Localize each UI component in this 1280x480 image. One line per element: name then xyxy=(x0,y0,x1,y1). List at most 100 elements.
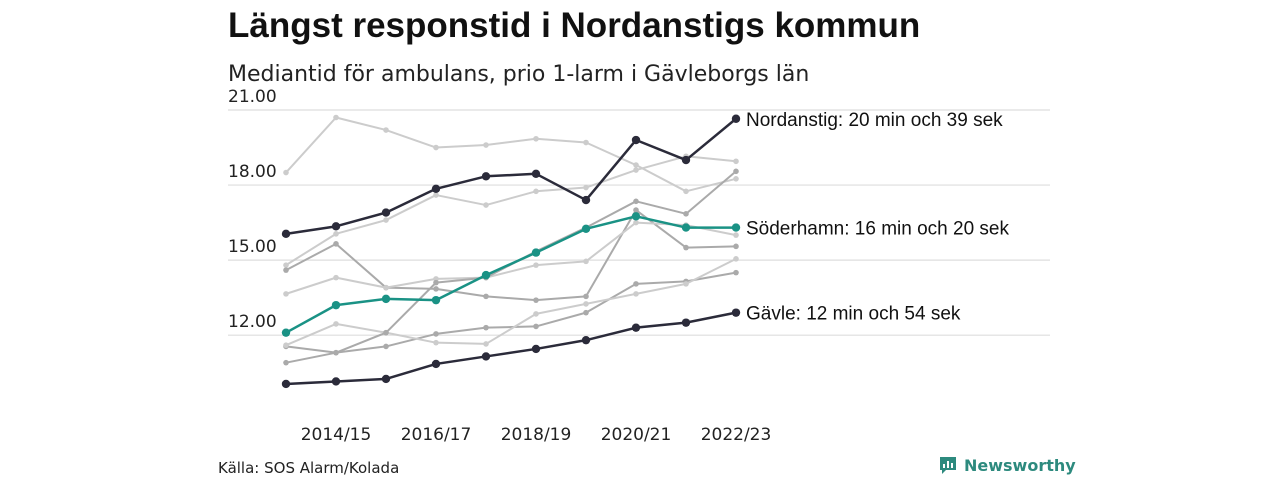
data-point xyxy=(433,286,439,292)
data-point xyxy=(483,142,489,148)
data-point xyxy=(683,188,689,195)
data-point xyxy=(483,341,489,347)
data-point xyxy=(483,202,489,208)
data-point xyxy=(433,144,439,151)
data-point xyxy=(531,344,541,354)
y-tick-label: 21.00 xyxy=(228,87,277,107)
data-point xyxy=(631,323,641,332)
data-point xyxy=(733,176,739,182)
series-line xyxy=(285,221,737,295)
data-point xyxy=(631,135,641,145)
data-point xyxy=(331,377,341,386)
x-tick-label: 2016/17 xyxy=(401,425,472,445)
background-series xyxy=(283,256,739,348)
data-point xyxy=(731,223,741,232)
data-point xyxy=(533,262,539,268)
data-point xyxy=(431,359,441,369)
data-point xyxy=(631,212,641,221)
data-point xyxy=(633,162,639,168)
data-point xyxy=(583,258,589,265)
gridlines xyxy=(228,109,1050,336)
data-point xyxy=(633,281,639,287)
data-point xyxy=(283,342,289,348)
data-point xyxy=(733,232,739,238)
data-point xyxy=(633,291,639,297)
data-point xyxy=(481,270,491,280)
background-series xyxy=(283,269,739,356)
y-tick-label: 15.00 xyxy=(228,237,277,257)
brand-logo: Newsworthy xyxy=(938,455,1076,475)
data-point xyxy=(433,339,439,346)
data-point xyxy=(533,135,539,142)
series-line xyxy=(285,117,737,236)
data-point xyxy=(533,297,539,303)
x-tick-label: 2018/19 xyxy=(501,425,572,445)
background-series xyxy=(283,153,739,268)
data-point xyxy=(433,279,439,286)
y-tick-label: 12.00 xyxy=(228,312,277,332)
data-point xyxy=(583,184,589,191)
x-tick-label: 2020/21 xyxy=(601,425,672,445)
newsworthy-logo-icon xyxy=(940,457,956,474)
data-point xyxy=(633,167,639,173)
y-tick-label: 18.00 xyxy=(228,162,277,182)
brand-name: Newsworthy xyxy=(964,455,1076,475)
data-point xyxy=(633,207,639,213)
data-point xyxy=(331,222,341,231)
data-point xyxy=(683,244,689,251)
data-point xyxy=(333,321,339,327)
data-point xyxy=(483,324,489,331)
data-point xyxy=(431,295,441,305)
data-point xyxy=(433,331,439,337)
series-end-labels: Nordanstig: 20 min och 39 sek Söderhamn: … xyxy=(746,110,1009,325)
data-point xyxy=(283,291,289,297)
data-point xyxy=(681,155,691,165)
highlight-series xyxy=(281,114,741,239)
x-tick-label: 2022/23 xyxy=(701,425,772,445)
data-point xyxy=(383,284,389,291)
data-point xyxy=(283,359,289,366)
data-point xyxy=(333,241,339,247)
data-point xyxy=(381,374,391,384)
data-point xyxy=(733,168,739,175)
data-point xyxy=(733,158,739,165)
series-line xyxy=(285,209,737,302)
highlight-series xyxy=(281,212,741,337)
data-point xyxy=(583,309,589,316)
data-point xyxy=(283,169,289,176)
chart-subtitle: Mediantid för ambulans, prio 1-larm i Gä… xyxy=(228,62,810,87)
data-point xyxy=(533,188,539,195)
data-point xyxy=(581,335,591,345)
series-line xyxy=(285,271,737,354)
highlight-series xyxy=(281,308,741,389)
data-point xyxy=(681,223,691,232)
series-line xyxy=(285,311,737,386)
data-point xyxy=(633,219,639,226)
data-point xyxy=(731,114,741,123)
source-note: Källa: SOS Alarm/Kolada xyxy=(218,459,400,477)
series-line xyxy=(285,170,737,364)
data-point xyxy=(681,318,691,327)
series-line xyxy=(285,116,737,193)
data-point xyxy=(481,352,491,361)
series-line xyxy=(285,257,737,347)
data-point xyxy=(383,343,389,350)
data-point xyxy=(333,349,339,356)
data-point xyxy=(283,262,289,268)
data-point xyxy=(283,267,289,273)
data-point xyxy=(333,231,339,237)
data-point xyxy=(433,192,439,198)
data-point xyxy=(733,269,739,276)
data-point xyxy=(633,198,639,205)
data-point xyxy=(381,208,391,217)
data-point xyxy=(531,248,541,257)
series-lines xyxy=(281,114,741,389)
data-point xyxy=(481,172,491,181)
data-point xyxy=(733,243,739,250)
series-end-label: Söderhamn: 16 min och 20 sek xyxy=(746,219,1009,240)
data-point xyxy=(731,308,741,317)
data-point xyxy=(483,293,489,300)
data-point xyxy=(581,224,591,234)
data-point xyxy=(583,301,589,307)
